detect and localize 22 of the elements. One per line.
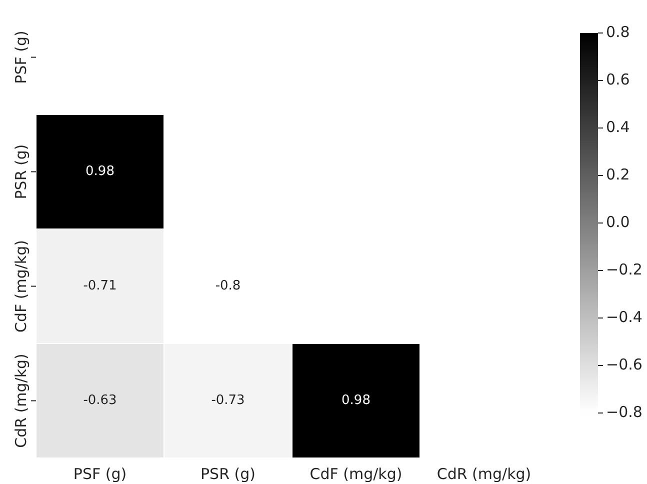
x-tick-label: CdF (mg/kg) <box>310 464 402 483</box>
x-tick-label: CdR (mg/kg) <box>436 464 532 483</box>
x-tick-label: PSF (g) <box>73 464 127 483</box>
data-label: -0.63 <box>83 393 117 408</box>
data-label: 0.98 <box>342 393 370 408</box>
data-label: -0.73 <box>211 393 245 408</box>
y-tick-label: CdF (mg/kg) <box>12 240 30 332</box>
data-label: -0.71 <box>83 278 117 294</box>
color-bar-label: 0.6 <box>606 70 630 88</box>
y-tick-label: PSR (g) <box>12 144 30 200</box>
color-bar-label: −0.2 <box>606 260 642 278</box>
data-label: -0.8 <box>215 278 241 294</box>
y-tick-label: PSF (g) <box>12 30 30 84</box>
color-bar-label: −0.8 <box>606 402 642 421</box>
x-tick-label: PSR (g) <box>200 464 256 483</box>
color-bar-label: 0.2 <box>606 165 630 184</box>
color-bar-label: 0.0 <box>606 212 630 231</box>
color-bar-label: 0.8 <box>606 22 630 41</box>
color-bar-label: −0.4 <box>606 308 642 326</box>
color-bar-label: 0.4 <box>606 118 630 136</box>
color-bar-label: −0.6 <box>606 355 642 374</box>
data-label: 0.98 <box>86 164 114 180</box>
